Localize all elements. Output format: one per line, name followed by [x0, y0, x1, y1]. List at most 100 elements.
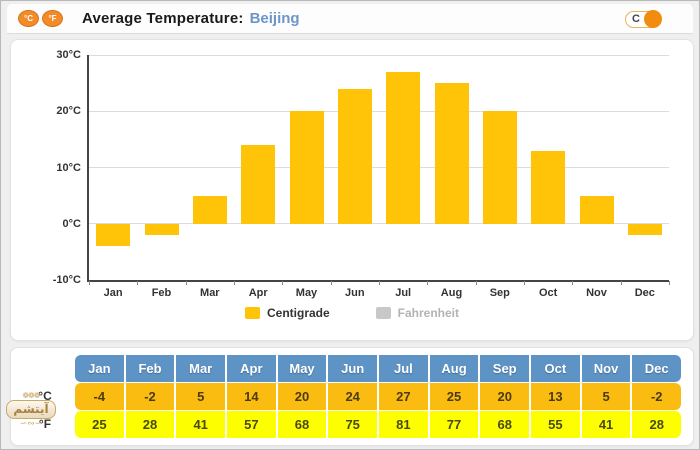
celsius-badge-icon[interactable]: °C: [18, 10, 39, 27]
fahrenheit-value-mar: 41: [176, 411, 226, 438]
fahrenheit-value-jan: 25: [75, 411, 124, 438]
fahrenheit-value-jun: 75: [328, 411, 378, 438]
y-tick-label: 10°C: [56, 161, 81, 174]
fahrenheit-value-dec: 28: [632, 411, 682, 438]
fahrenheit-value-feb: 28: [125, 411, 175, 438]
x-tick: [89, 281, 90, 285]
fahrenheit-value-sep: 68: [480, 411, 530, 438]
celsius-value-aug: 25: [429, 383, 479, 410]
celsius-value-dec: -2: [632, 383, 682, 410]
fahrenheit-value-apr: 57: [227, 411, 276, 438]
month-header-feb: Feb: [125, 355, 175, 382]
y-tick-label: 0°C: [62, 217, 81, 230]
month-header-jun: Jun: [328, 355, 378, 382]
fahrenheit-badge-icon[interactable]: °F: [42, 10, 63, 27]
legend-swatch: [375, 307, 391, 319]
x-tick: [234, 281, 235, 285]
x-tick-label-feb: Feb: [151, 287, 172, 299]
table-row-head: Jan Feb Mar Apr May Jun Jul Aug Sep Oct Nov Dec: [75, 355, 682, 382]
celsius-value-apr: 14: [227, 383, 276, 410]
fahrenheit-value-nov: 41: [581, 411, 631, 438]
gridline: [89, 167, 669, 168]
bar-apr[interactable]: [241, 145, 276, 224]
fahrenheit-value-may: 68: [277, 411, 327, 438]
y-tick-label: -10°C: [52, 274, 81, 286]
x-tick-label-apr: Apr: [248, 287, 268, 299]
bar-mar[interactable]: [192, 195, 227, 224]
table-panel: °C °F Jan Feb Mar Apr May Jun Jul Aug Sep Oct Nov D…: [10, 347, 694, 446]
bar-feb[interactable]: [144, 223, 179, 235]
month-header-mar: Mar: [176, 355, 226, 382]
x-tick: [330, 281, 332, 285]
legend-item-fahrenheit[interactable]: Fahrenheit: [375, 306, 459, 320]
x-tick: [524, 281, 525, 285]
bar-dec[interactable]: [627, 223, 662, 235]
month-header-jul: Jul: [379, 355, 428, 382]
x-tick-label-sep: Sep: [489, 287, 510, 299]
y-axis: [87, 55, 89, 280]
fahrenheit-value-jul: 81: [379, 411, 428, 438]
unit-toggle-label: C: [632, 13, 640, 25]
month-header-nov: Nov: [581, 355, 631, 382]
x-tick: [669, 281, 670, 285]
bar-jan[interactable]: [96, 223, 131, 247]
legend-swatch: [244, 307, 260, 319]
x-tick: [379, 281, 380, 285]
celsius-value-mar: 5: [176, 383, 226, 410]
x-tick-label-dec: Dec: [634, 287, 655, 299]
bar-jun[interactable]: [337, 88, 372, 224]
x-tick-label-jan: Jan: [103, 287, 123, 299]
x-tick: [282, 281, 284, 285]
celsius-value-feb: -2: [125, 383, 175, 410]
x-tick-label-oct: Oct: [538, 287, 558, 299]
bar-sep[interactable]: [482, 111, 517, 224]
x-tick-label-may: May: [295, 287, 318, 299]
x-tick: [427, 281, 429, 285]
legend-label: Centigrade: [266, 306, 330, 320]
bar-jul[interactable]: [386, 71, 421, 224]
gridline: [89, 223, 669, 225]
celsius-value-oct: 13: [531, 383, 580, 410]
x-tick: [620, 281, 622, 285]
fahrenheit-value-aug: 77: [429, 411, 479, 438]
row-label-celsius: °C: [38, 389, 52, 403]
bar-aug[interactable]: [434, 83, 469, 224]
chart-panel: Centigrade Fahrenheit 30°C 20°C 10°C 0°C -10°…: [10, 39, 694, 341]
celsius-value-jan: -4: [75, 383, 124, 410]
month-header-dec: Dec: [632, 355, 682, 382]
x-tick-label-mar: Mar: [200, 287, 220, 299]
gridline: [89, 54, 669, 56]
table-row-celsius: -4 -2 5 14 20 24 27 25 20 13 5 -2: [75, 383, 682, 410]
fahrenheit-value-oct: 55: [531, 411, 580, 438]
temperature-table: Jan Feb Mar Apr May Jun Jul Aug Sep Oct Nov Dec -4 -2…: [75, 355, 682, 439]
x-tick-label-jun: Jun: [345, 287, 365, 299]
bar-oct[interactable]: [531, 150, 566, 224]
y-tick-label: 20°C: [56, 105, 81, 118]
x-tick: [185, 281, 187, 285]
unit-toggle[interactable]: C: [625, 10, 662, 28]
legend-item-centigrade[interactable]: Centigrade: [244, 306, 330, 320]
plot-area: [87, 54, 669, 282]
y-tick-label: 30°C: [56, 49, 81, 61]
header-bar: °C °F Average Temperature: Beijing C: [7, 4, 693, 34]
month-header-oct: Oct: [531, 355, 580, 382]
celsius-value-nov: 5: [581, 383, 631, 410]
bar-nov[interactable]: [579, 195, 614, 224]
x-tick: [137, 281, 139, 285]
chart-legend: Centigrade Fahrenheit: [11, 306, 693, 320]
month-header-may: May: [277, 355, 327, 382]
celsius-value-may: 20: [277, 383, 327, 410]
month-header-aug: Aug: [429, 355, 479, 382]
celsius-value-jul: 27: [379, 383, 428, 410]
celsius-value-jun: 24: [328, 383, 378, 410]
month-header-apr: Apr: [227, 355, 276, 382]
bar-may[interactable]: [289, 111, 324, 224]
x-tick-label-aug: Aug: [440, 287, 463, 299]
month-header-jan: Jan: [75, 355, 124, 382]
unit-toggle-knob[interactable]: [644, 10, 662, 28]
month-header-sep: Sep: [480, 355, 530, 382]
row-label-fahrenheit: °F: [38, 417, 52, 431]
page-title: Average Temperature:: [82, 10, 244, 27]
x-tick-label-nov: Nov: [586, 287, 607, 299]
